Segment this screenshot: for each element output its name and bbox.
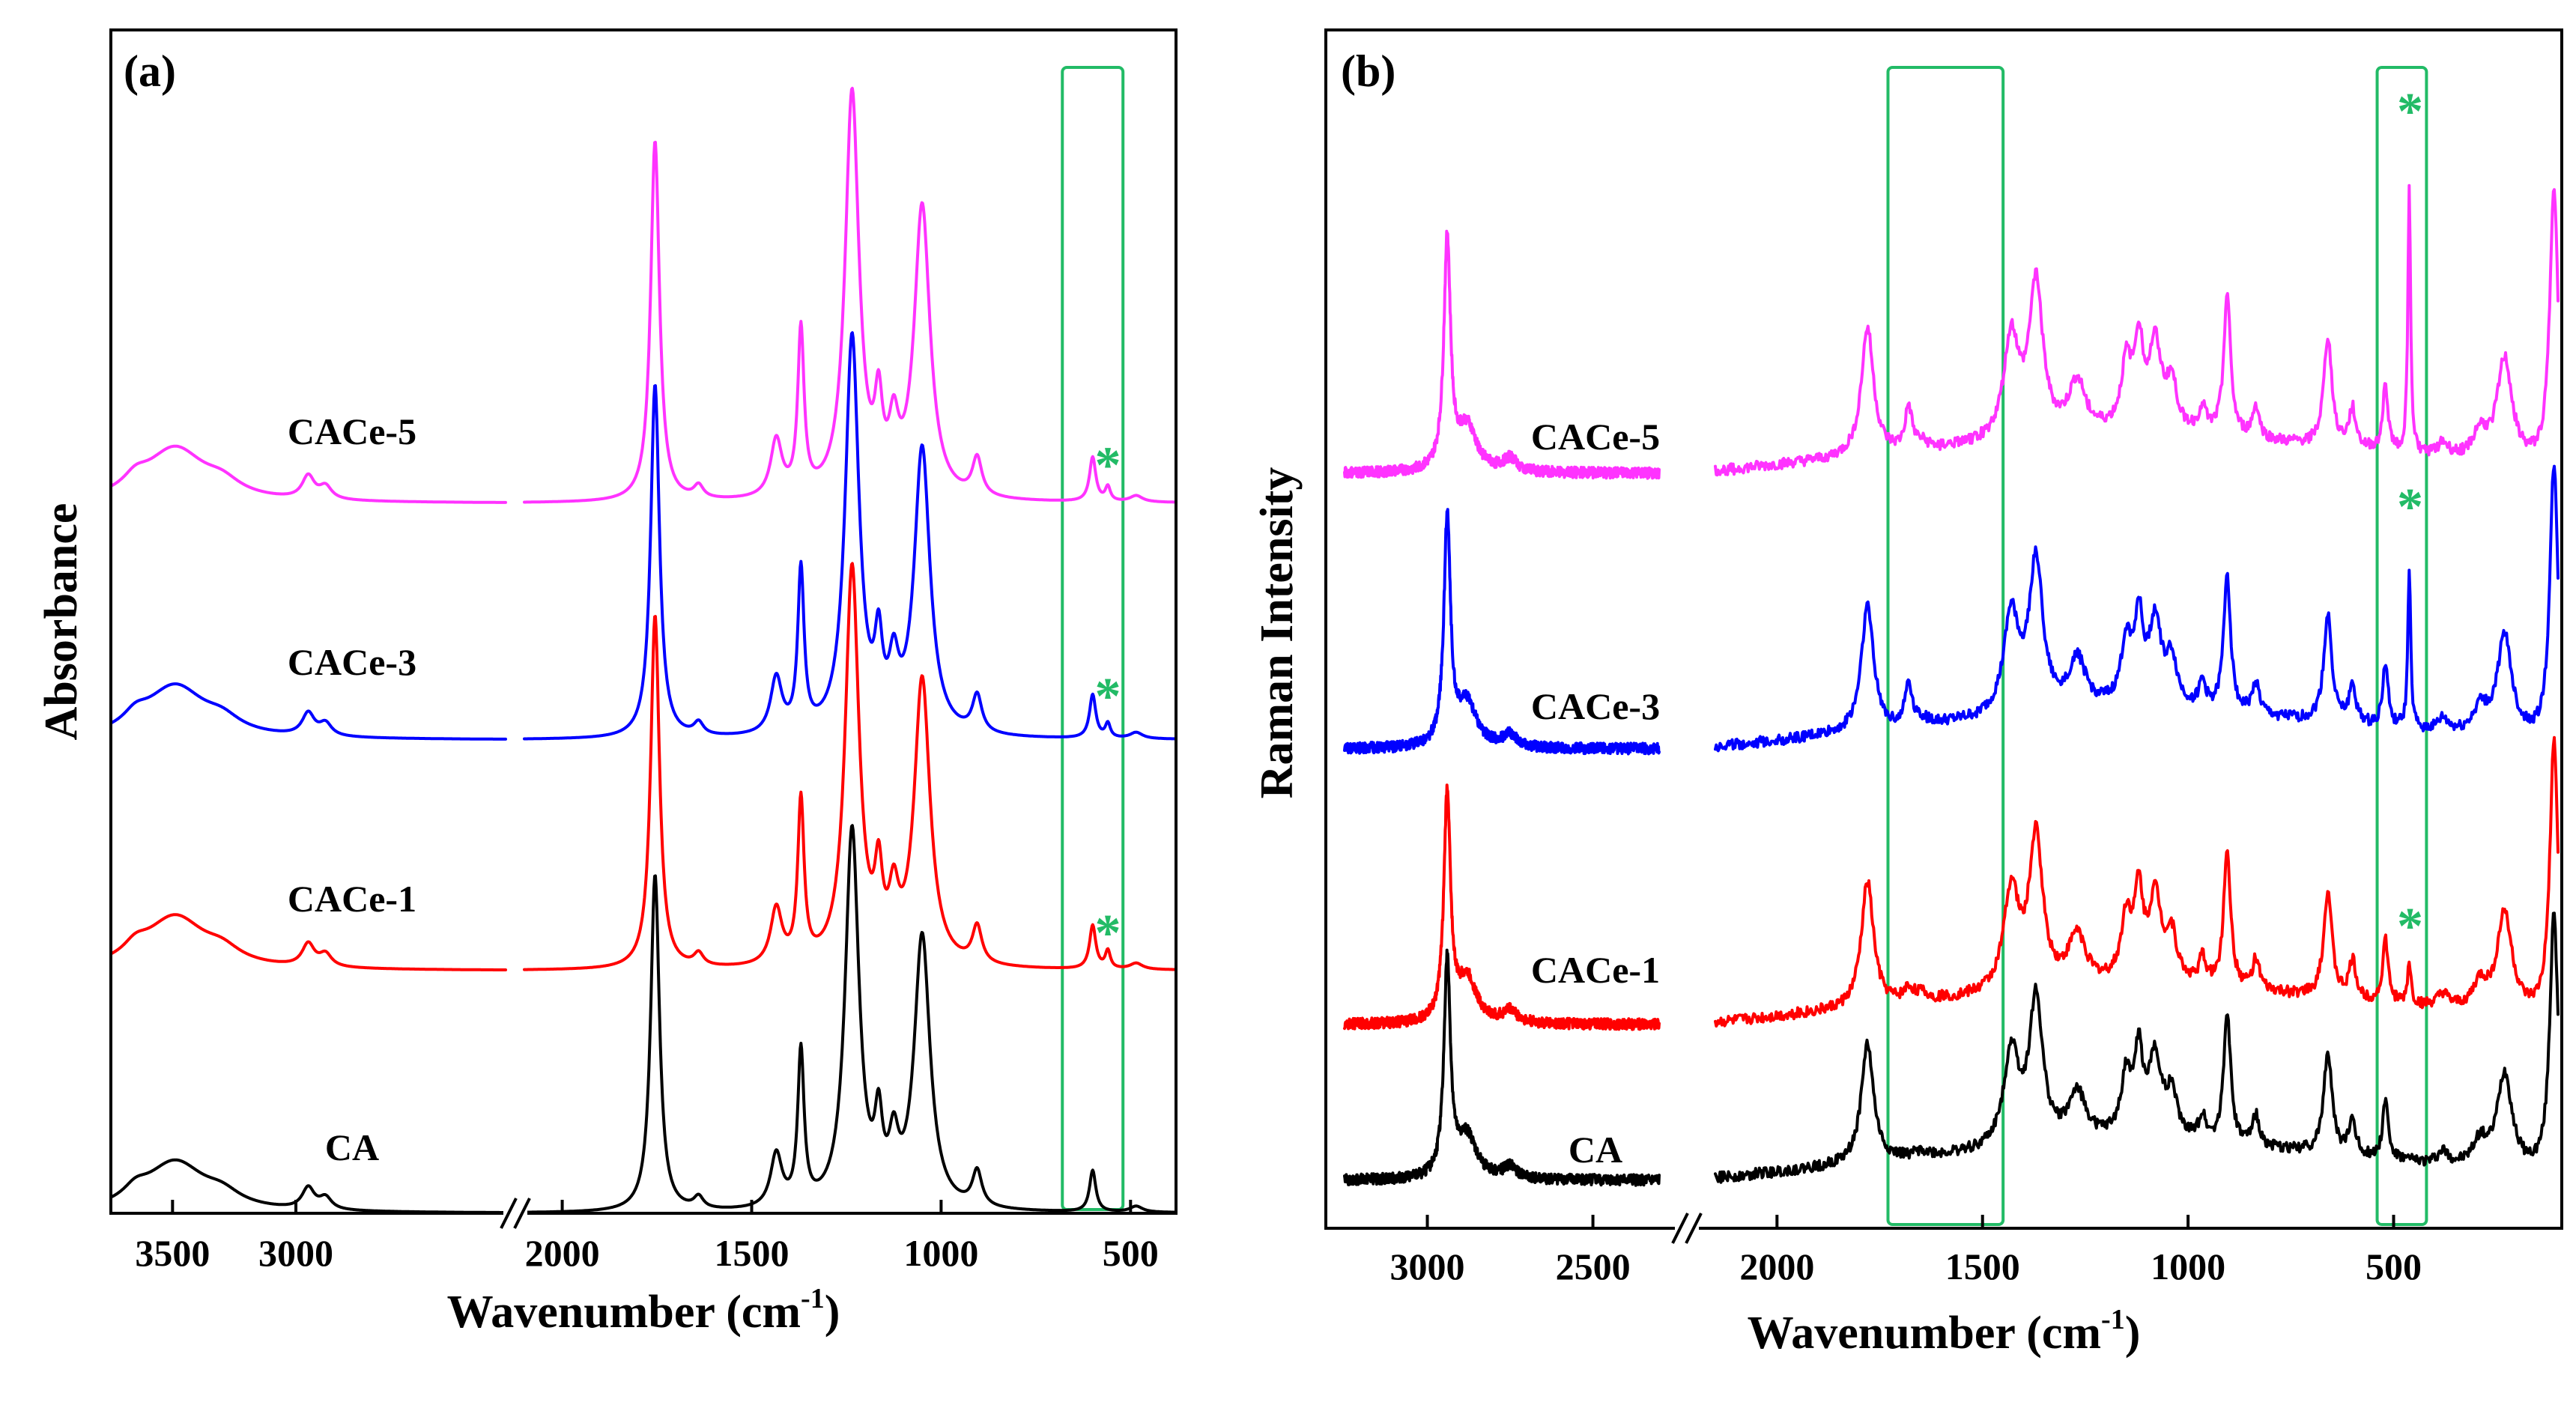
- series-line-cace-5-seg2: [523, 86, 1176, 504]
- series-line-ca-seg2: [523, 824, 1176, 1213]
- plot-frame: [109, 28, 1178, 1215]
- series-line-cace-5-seg2: [1714, 183, 2560, 477]
- asterisk-marker-cace-1: *: [1094, 905, 1121, 962]
- series-line-cace-5-seg1: [111, 444, 507, 504]
- x-tick-label: 1500: [714, 1232, 789, 1274]
- asterisk-markers: * * *: [2397, 83, 2423, 956]
- x-tick-label: 1000: [2151, 1245, 2225, 1287]
- asterisk-marker-cace-3: *: [1094, 668, 1121, 726]
- axis-break-slash: [513, 1198, 531, 1229]
- series-line-cace-1-seg1: [111, 913, 507, 971]
- series-line-ca-seg2: [1714, 911, 2560, 1184]
- asterisk-marker-cace-5: *: [2397, 83, 2423, 141]
- series-line-cace-3-seg1: [111, 682, 507, 741]
- series-line-cace-1-seg2: [1714, 735, 2560, 1028]
- axis-break-mark: [500, 1198, 531, 1229]
- series-label-cace-3: CACe-3: [1531, 685, 1660, 727]
- asterisk-marker-cace-3: *: [2397, 479, 2423, 536]
- series-label-cace-1: CACe-1: [1531, 949, 1660, 991]
- x-tick-label: 3000: [258, 1232, 333, 1274]
- raman-panel: CA CACe-1 CACe-3 CACe-5 * * * 3000 2500 2000 150…: [1252, 28, 2563, 1359]
- series-label-cace-5: CACe-5: [1531, 416, 1660, 458]
- series-label-ca: CA: [325, 1126, 379, 1168]
- series-line-cace-5-seg1: [1343, 229, 1661, 480]
- asterisk-marker-cace-1: *: [2397, 898, 2423, 956]
- x-axis-title: Wavenumber (cm-1): [447, 1283, 840, 1338]
- x-axis-ticks: 3000 2500 2000 1500 1000 500: [1390, 1215, 2422, 1287]
- axis-break-slash: [1685, 1213, 1703, 1244]
- series-line-cace-3-seg1: [1343, 508, 1661, 756]
- x-tick-label: 500: [2366, 1245, 2422, 1287]
- y-axis-title: Absorbance: [36, 503, 87, 741]
- panel-label-a: (a): [124, 46, 176, 96]
- x-tick-label: 1000: [903, 1232, 978, 1274]
- axis-break-slash: [1671, 1213, 1689, 1244]
- x-tick-label: 2000: [1739, 1245, 1814, 1287]
- series-line-cace-1-seg2: [523, 562, 1176, 971]
- x-axis-title: Wavenumber (cm-1): [1748, 1304, 2141, 1359]
- x-axis-ticks: 3500 3000 2000 1500 1000 500: [135, 1200, 1159, 1274]
- series-line-cace-1-seg1: [1343, 783, 1661, 1031]
- x-tick-label: 3500: [135, 1232, 210, 1274]
- x-tick-label: 2000: [525, 1232, 600, 1274]
- axis-break-mark: [1671, 1213, 1703, 1244]
- asterisk-markers: * * *: [1094, 437, 1121, 962]
- y-axis-title: Raman Intensity: [1252, 467, 1303, 799]
- highlight-boxes: [1061, 66, 1125, 1211]
- highlight-box-1: [1061, 66, 1125, 1211]
- series-labels: CA CACe-1 CACe-3 CACe-5: [288, 410, 416, 1168]
- series-line-cace-3-seg2: [523, 331, 1176, 741]
- x-tick-label: 2500: [1556, 1245, 1631, 1287]
- series-label-cace-3: CACe-3: [288, 641, 416, 683]
- x-tick-label: 1500: [1945, 1245, 2020, 1287]
- x-tick-label: 500: [1103, 1232, 1159, 1274]
- series-label-cace-1: CACe-1: [288, 878, 416, 920]
- series-label-cace-5: CACe-5: [288, 410, 416, 452]
- series-line-cace-3-seg2: [1714, 464, 2560, 753]
- spectra-group: [1343, 183, 2560, 1187]
- series-line-ca-seg1: [1343, 948, 1661, 1187]
- highlight-box-2: [2375, 66, 2428, 1226]
- series-labels: CA CACe-1 CACe-3 CACe-5: [1531, 416, 1660, 1171]
- x-tick-label: 3000: [1390, 1245, 1465, 1287]
- panel-label-b: (b): [1341, 46, 1395, 96]
- axis-break-slash: [500, 1198, 518, 1229]
- plot-frame: [1324, 28, 2563, 1230]
- asterisk-marker-cace-5: *: [1094, 437, 1121, 495]
- ftir-panel: CA CACe-1 CACe-3 CACe-5 * * * 3500 3000 2000 150…: [36, 28, 1178, 1338]
- series-label-ca: CA: [1569, 1129, 1622, 1171]
